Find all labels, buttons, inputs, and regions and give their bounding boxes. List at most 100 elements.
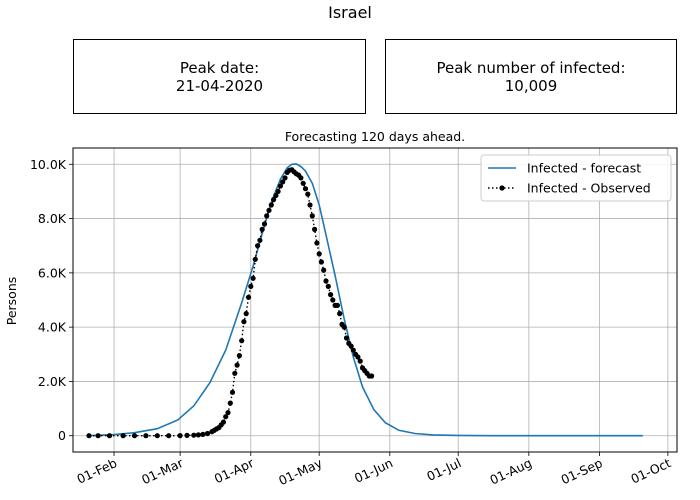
y-tick-label: 0 — [58, 428, 66, 443]
observed-point — [120, 433, 126, 439]
x-tick-label: 01-Aug — [487, 455, 534, 487]
observed-line — [89, 168, 372, 437]
observed-point — [248, 283, 254, 289]
peak-date-label: Peak date: — [179, 58, 260, 77]
legend-observed-marker — [499, 185, 505, 191]
observed-point — [264, 213, 270, 219]
observed-point — [282, 175, 288, 181]
observed-point — [325, 283, 331, 289]
observed-point — [275, 188, 281, 194]
y-axis-label: Persons — [4, 277, 19, 326]
y-tick-label: 8.0K — [38, 211, 67, 226]
observed-point — [245, 294, 252, 300]
observed-point — [255, 243, 261, 249]
observed-point — [252, 256, 258, 262]
x-tick-label: 01-Jun — [352, 455, 395, 486]
observed-point — [143, 433, 149, 439]
observed-point — [223, 414, 229, 420]
plot-frame — [72, 147, 678, 453]
observed-point — [259, 226, 265, 232]
observed-point — [341, 324, 347, 330]
observed-point — [204, 430, 211, 437]
series-layer — [86, 163, 643, 439]
x-tick-label: 01-Mar — [139, 455, 186, 488]
observed-point — [225, 410, 231, 416]
observed-point — [131, 433, 138, 439]
x-tick-label: 01-Apr — [212, 455, 257, 487]
observed-point — [184, 432, 190, 438]
observed-point — [239, 338, 245, 344]
observed-point — [350, 347, 356, 353]
observed-point — [357, 358, 363, 364]
observed-point — [241, 319, 247, 325]
y-tick-label: 6.0K — [38, 265, 67, 280]
observed-point — [234, 362, 240, 368]
observed-point — [266, 207, 272, 213]
x-tick-label: 01-Feb — [74, 455, 119, 487]
peak-infected-box: Peak number of infected: 10,009 — [385, 39, 677, 114]
observed-point — [298, 175, 304, 181]
observed-point — [166, 433, 172, 439]
chart-title: Forecasting 120 days ahead. — [285, 129, 465, 144]
observed-point — [177, 433, 183, 439]
peak-infected-value: 10,009 — [504, 76, 558, 95]
observed-point — [191, 432, 197, 438]
peak-date-box: Peak date: 21-04-2020 — [73, 39, 366, 114]
x-tick-label: 01-Oct — [628, 455, 673, 487]
legend-box — [480, 154, 672, 202]
legend-observed-label: Infected - Observed — [527, 181, 651, 196]
observed-point — [305, 191, 311, 197]
observed-point — [273, 192, 279, 199]
observed-point — [261, 221, 268, 227]
x-axis-ticks: 01-Feb 01-Mar 01-Apr 01-May 01-Jun 01-Jul 01-A… — [74, 452, 673, 488]
y-tick-label: 10.0K — [30, 157, 67, 172]
y-tick-label: 4.0K — [38, 320, 67, 335]
observed-point — [277, 183, 283, 189]
x-tick-label: 01-Jul — [424, 455, 463, 484]
observed-point — [200, 431, 206, 437]
observed-point — [337, 311, 343, 317]
peak-infected-label: Peak number of infected: — [436, 58, 626, 77]
observed-point — [86, 433, 92, 439]
observed-point — [271, 197, 277, 203]
x-tick-label: 01-Sep — [559, 455, 605, 487]
forecast-line — [88, 163, 643, 437]
observed-point — [334, 302, 340, 308]
observed-point — [369, 373, 375, 379]
y-axis-ticks: 0 2.0K 4.0K 6.0K 8.0K 10.0K — [30, 157, 73, 443]
observed-point — [300, 180, 306, 186]
observed-point — [250, 275, 256, 281]
observed-point — [328, 292, 334, 298]
peak-date-value: 21-04-2020 — [175, 76, 264, 95]
observed-point — [323, 278, 329, 284]
observed-point — [302, 186, 309, 192]
observed-point — [227, 400, 233, 406]
observed-point — [330, 297, 336, 303]
observed-point — [348, 343, 354, 349]
observed-point — [232, 370, 238, 376]
observed-point — [236, 353, 242, 359]
observed-point — [355, 354, 361, 360]
observed-point — [280, 179, 286, 185]
legend: Infected - forecast Infected - Observed — [480, 154, 672, 202]
observed-point — [95, 433, 101, 439]
observed-point — [312, 226, 318, 232]
observed-point — [316, 251, 322, 257]
observed-point — [309, 213, 315, 219]
observed-point — [220, 419, 226, 425]
observed-point — [314, 240, 320, 246]
observed-point — [195, 432, 201, 438]
observed-point — [318, 259, 324, 265]
observed-point — [321, 267, 327, 273]
legend-forecast-label: Infected - forecast — [527, 161, 641, 176]
y-tick-label: 2.0K — [38, 374, 67, 389]
observed-point — [106, 433, 113, 439]
observed-point — [307, 202, 313, 208]
x-tick-label: 01-May — [276, 455, 325, 488]
observed-point — [257, 237, 263, 243]
observed-point — [243, 311, 249, 317]
observed-point — [154, 433, 160, 439]
observed-point — [343, 335, 350, 341]
figure-title: Israel — [328, 3, 372, 22]
